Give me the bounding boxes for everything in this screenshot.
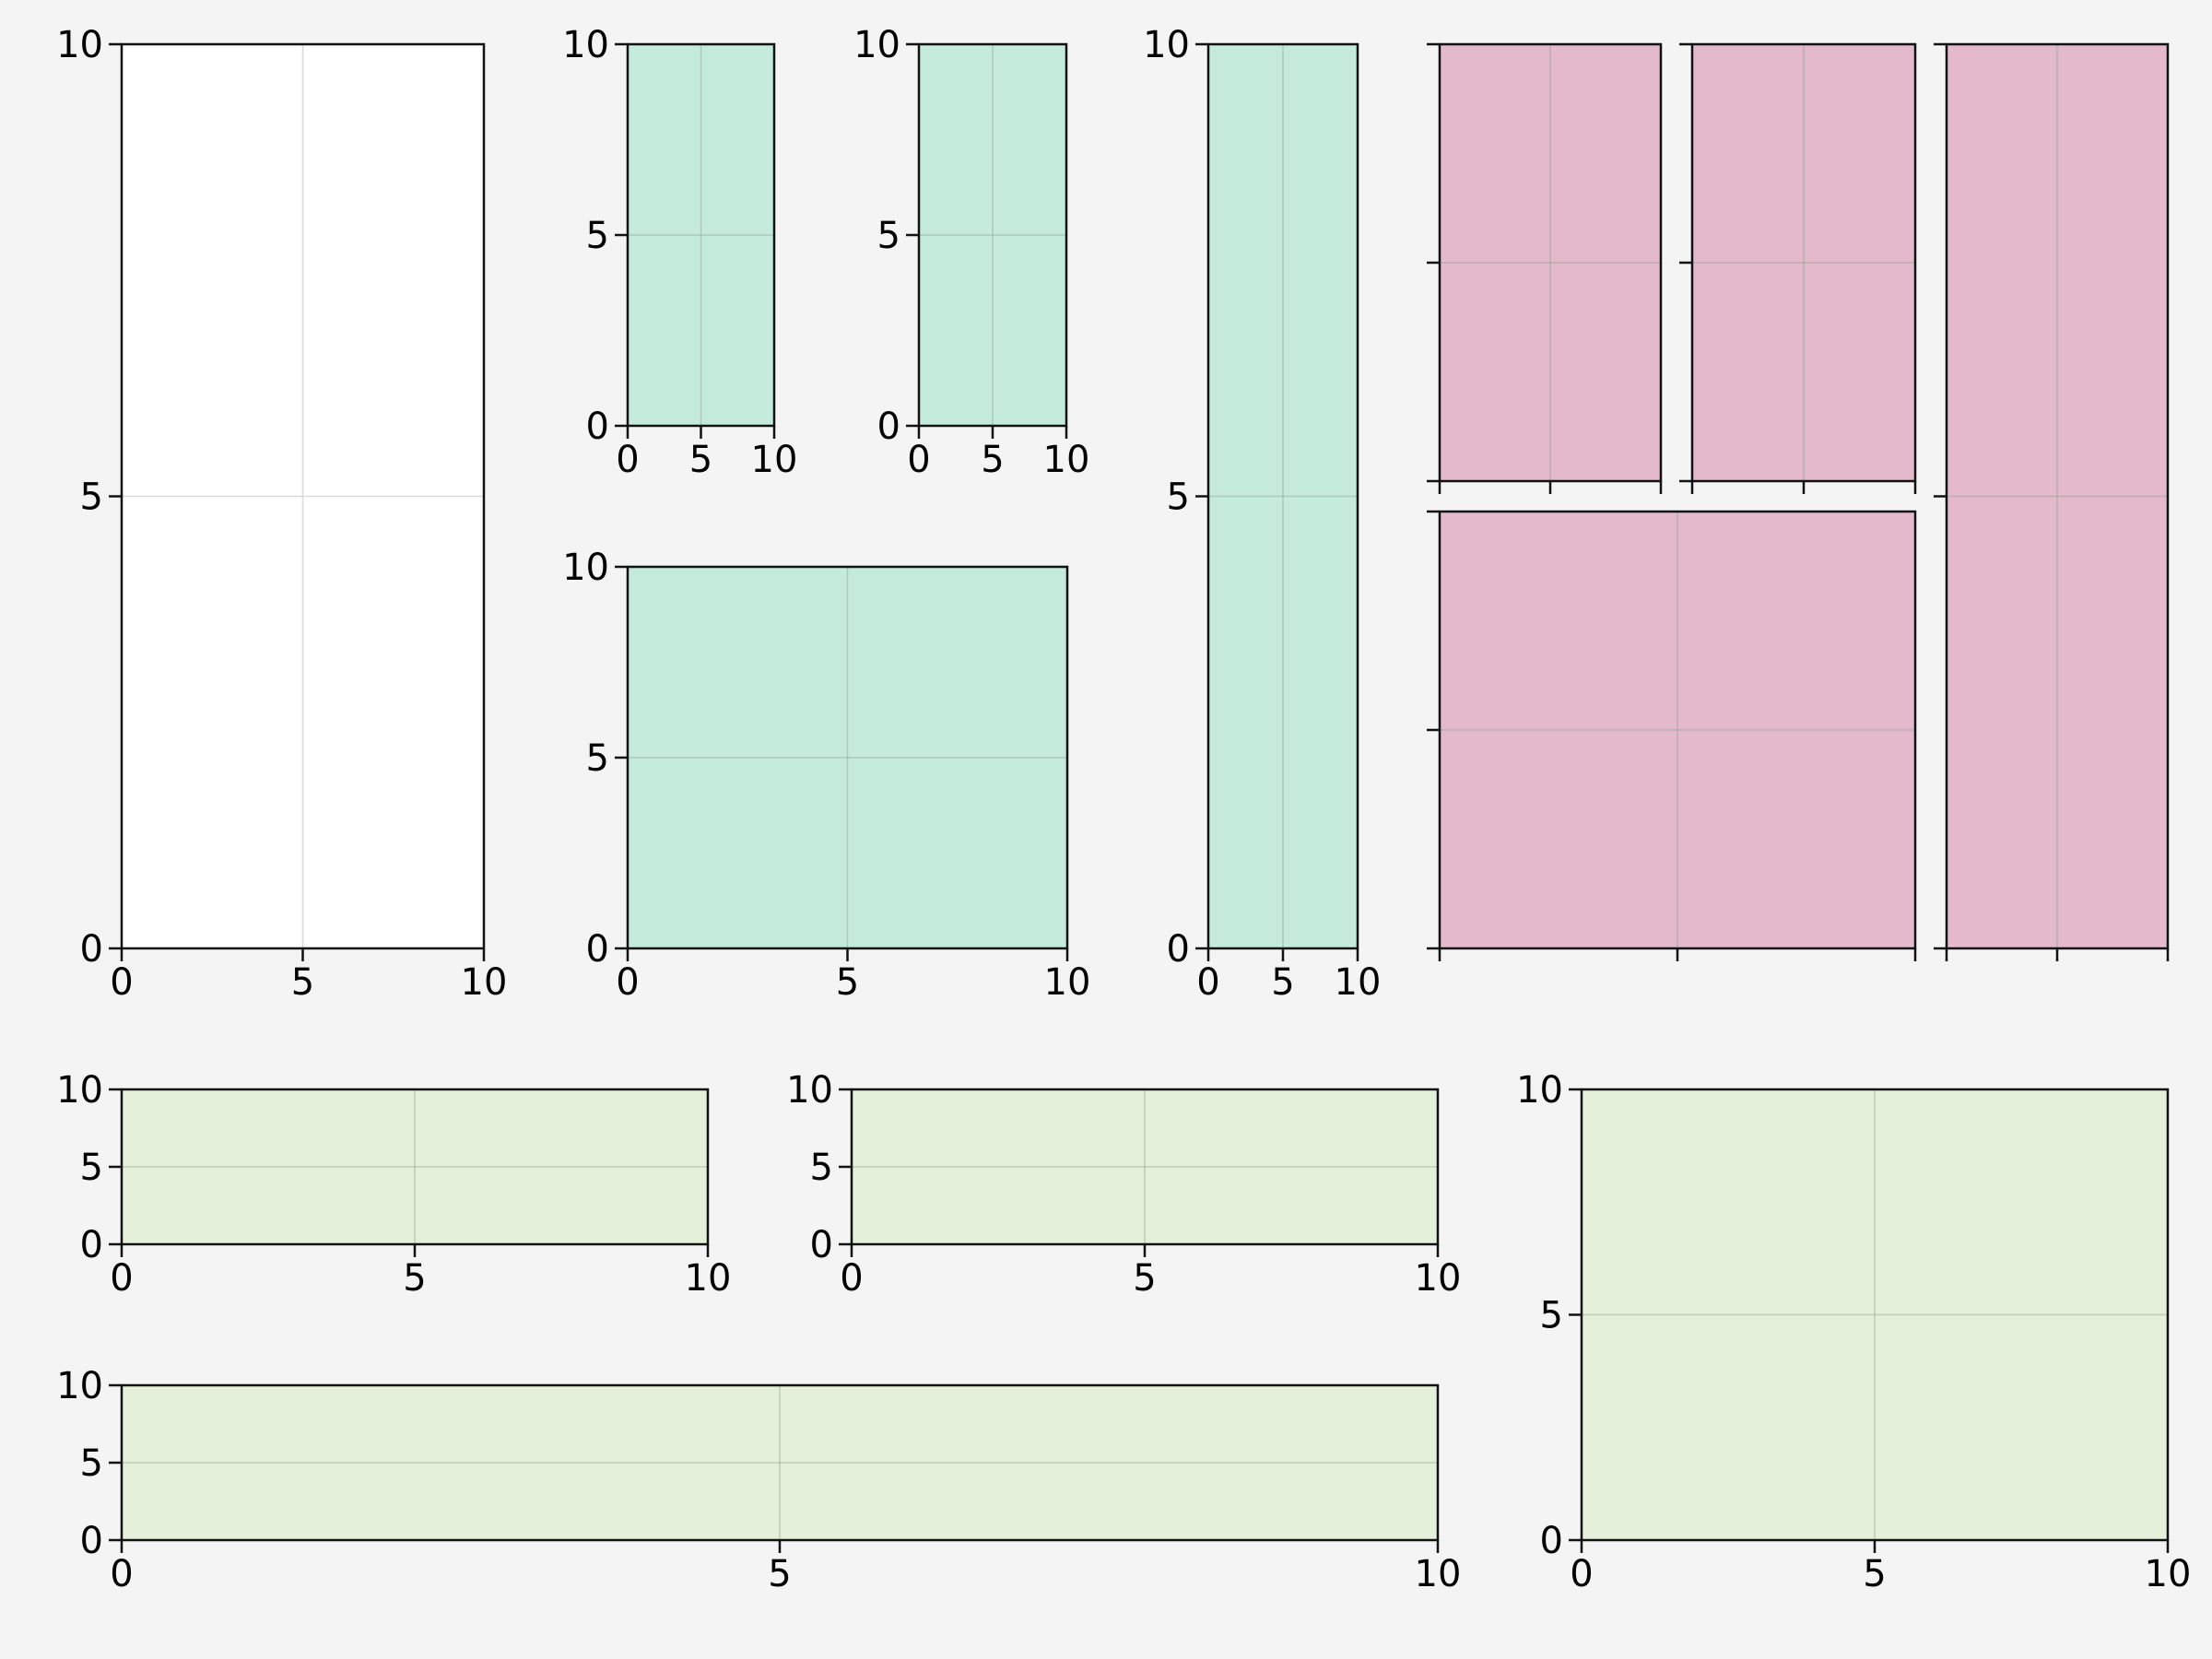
x-tick-label: 0 xyxy=(110,1257,133,1300)
y-tick-label: 0 xyxy=(810,1224,833,1266)
x-tick-label: 5 xyxy=(836,961,859,1004)
y-tick-label: 10 xyxy=(1516,1069,1563,1112)
panel-p11[interactable]: 0 5 10 0 5 10 xyxy=(786,1069,1461,1300)
x-tick-label: 0 xyxy=(1196,961,1219,1004)
plot-area xyxy=(628,44,774,426)
x-tick-label: 0 xyxy=(616,439,639,481)
plot-area xyxy=(122,1089,708,1244)
x-tick-label: 0 xyxy=(1570,1553,1593,1595)
plot-area xyxy=(628,567,1067,948)
x-tick-label: 5 xyxy=(768,1553,791,1595)
x-tick-label: 10 xyxy=(1043,439,1090,481)
y-tick-label: 5 xyxy=(1167,477,1190,519)
x-tick-label: 10 xyxy=(1415,1257,1462,1300)
y-tick-label: 10 xyxy=(56,1365,103,1407)
plot-area xyxy=(1947,44,2168,948)
y-tick-label: 0 xyxy=(1167,928,1190,971)
x-tick-label: 0 xyxy=(616,961,639,1004)
panel-p4[interactable]: 0 5 10 0 5 10 xyxy=(562,547,1090,1004)
y-tick-label: 0 xyxy=(877,406,900,448)
panel-p8[interactable] xyxy=(1427,510,1917,961)
x-tick-label: 10 xyxy=(685,1257,732,1300)
y-tick-label: 0 xyxy=(80,1520,103,1562)
plot-area xyxy=(1208,44,1358,948)
x-tick-label: 10 xyxy=(461,961,508,1004)
y-tick-label: 5 xyxy=(586,215,609,257)
panels-layer: 0 5 10 0 5 10 0 5 10 0 5 10 0 5 10 0 5 10 0 5 10 0 5 10 0 5 10 0 5 10… xyxy=(56,24,2191,1595)
x-tick-label: 5 xyxy=(1271,961,1294,1004)
panel-p1[interactable]: 0 5 10 0 5 10 xyxy=(56,24,507,1004)
panel-p10[interactable]: 0 5 10 0 5 10 xyxy=(56,1069,731,1300)
x-tick-label: 0 xyxy=(110,1553,133,1595)
x-tick-label: 10 xyxy=(1044,961,1091,1004)
panel-p7[interactable] xyxy=(1679,42,1917,494)
x-tick-label: 10 xyxy=(1335,961,1382,1004)
y-tick-label: 5 xyxy=(80,1442,103,1485)
y-tick-label: 5 xyxy=(810,1147,833,1189)
panel-p2[interactable]: 0 5 10 0 5 10 xyxy=(562,24,797,481)
y-tick-label: 5 xyxy=(80,1147,103,1189)
y-tick-label: 5 xyxy=(80,477,103,519)
y-tick-label: 5 xyxy=(586,737,609,780)
panel-p9[interactable] xyxy=(1934,42,2170,961)
x-tick-label: 0 xyxy=(840,1257,863,1300)
plot-area xyxy=(1582,1089,2168,1540)
panel-p6[interactable] xyxy=(1427,42,1663,494)
x-tick-label: 5 xyxy=(291,961,314,1004)
x-tick-label: 5 xyxy=(981,439,1004,481)
x-tick-label: 0 xyxy=(907,439,930,481)
y-tick-label: 10 xyxy=(853,24,900,66)
y-tick-label: 0 xyxy=(80,928,103,971)
plot-area xyxy=(919,44,1066,426)
y-tick-label: 10 xyxy=(562,547,609,589)
y-tick-label: 5 xyxy=(877,215,900,257)
y-tick-label: 10 xyxy=(786,1069,833,1112)
plot-area xyxy=(122,1385,1438,1540)
panel-p12[interactable]: 0 5 10 0 5 10 xyxy=(56,1365,1461,1595)
x-tick-label: 5 xyxy=(689,439,712,481)
y-tick-label: 0 xyxy=(586,406,609,448)
x-tick-label: 5 xyxy=(403,1257,426,1300)
y-tick-label: 10 xyxy=(1143,24,1190,66)
y-tick-label: 10 xyxy=(562,24,609,66)
y-tick-label: 5 xyxy=(1540,1295,1563,1337)
x-tick-label: 5 xyxy=(1863,1553,1886,1595)
x-tick-label: 5 xyxy=(1133,1257,1156,1300)
x-tick-label: 10 xyxy=(751,439,798,481)
panel-p3[interactable]: 0 5 10 0 5 10 xyxy=(853,24,1089,481)
y-tick-label: 10 xyxy=(56,1069,103,1112)
y-tick-label: 0 xyxy=(586,928,609,971)
plot-area xyxy=(852,1089,1438,1244)
plot-area xyxy=(1692,44,1915,481)
x-tick-label: 10 xyxy=(2145,1553,2192,1595)
y-tick-label: 10 xyxy=(56,24,103,66)
y-tick-label: 0 xyxy=(80,1224,103,1266)
plot-area xyxy=(1440,512,1915,948)
y-tick-label: 0 xyxy=(1540,1520,1563,1562)
plot-area xyxy=(1440,44,1661,481)
panel-p5[interactable]: 0 5 10 0 5 10 xyxy=(1143,24,1381,1004)
x-tick-label: 10 xyxy=(1415,1553,1462,1595)
panel-p13[interactable]: 0 5 10 0 5 10 xyxy=(1516,1069,2191,1595)
x-tick-label: 0 xyxy=(110,961,133,1004)
